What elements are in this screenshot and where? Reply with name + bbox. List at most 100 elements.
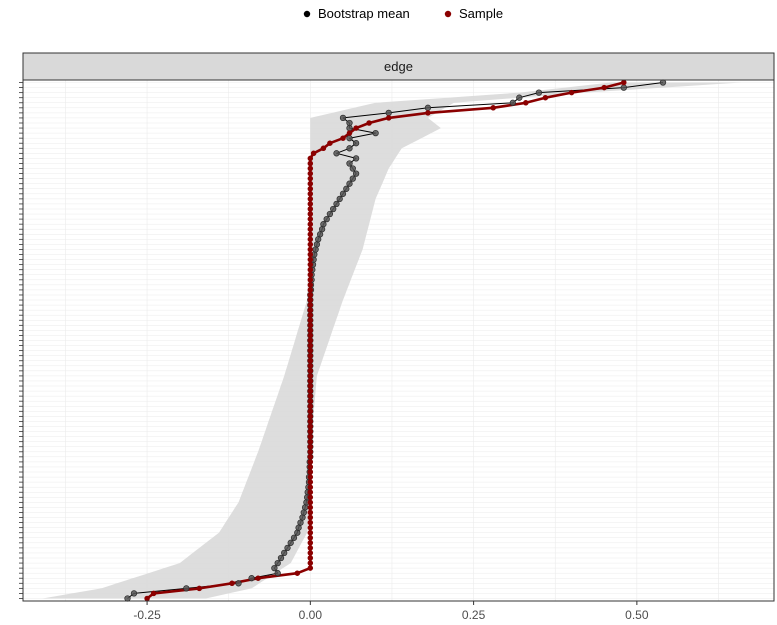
point-sample [307, 550, 314, 556]
point-sample [229, 580, 235, 587]
point-sample [568, 89, 575, 96]
point-sample [144, 595, 150, 602]
point-sample [327, 140, 333, 146]
point-bootstrap-mean [277, 554, 285, 562]
series-points [124, 79, 667, 602]
point-sample [307, 535, 314, 541]
point-sample [307, 170, 314, 177]
point-sample [307, 403, 314, 410]
point-sample [196, 585, 203, 592]
point-sample [307, 160, 314, 167]
point-sample [307, 459, 314, 465]
point-sample [307, 514, 314, 521]
point-sample [294, 570, 301, 576]
legend-label-sample: Sample [459, 6, 503, 21]
point-bootstrap-mean [312, 246, 319, 253]
point-sample [307, 221, 314, 227]
point-sample [307, 438, 314, 445]
point-bootstrap-mean [336, 195, 343, 203]
point-bootstrap-mean [130, 590, 138, 597]
point-sample [307, 246, 314, 253]
point-bootstrap-mean [235, 580, 242, 587]
point-sample [307, 484, 314, 490]
point-sample [307, 443, 314, 450]
point-bootstrap-mean [290, 534, 298, 541]
point-sample [307, 175, 314, 182]
point-sample [307, 454, 314, 460]
point-sample [307, 236, 314, 243]
point-sample [320, 145, 327, 152]
point-sample [307, 196, 314, 202]
point-sample [307, 504, 314, 511]
point-sample [307, 540, 314, 546]
point-sample [307, 560, 314, 566]
point-sample [307, 261, 314, 268]
point-bootstrap-mean [659, 79, 667, 86]
point-bootstrap-mean [424, 104, 432, 111]
point-sample [307, 509, 314, 516]
point-sample [307, 393, 314, 399]
point-bootstrap-mean [509, 99, 516, 106]
point-bootstrap-mean [248, 575, 255, 582]
point-sample [307, 211, 314, 217]
point-sample [307, 317, 314, 324]
point-bootstrap-mean [385, 109, 392, 117]
point-sample [366, 120, 372, 126]
point-bootstrap-mean [271, 564, 278, 572]
point-sample [307, 352, 314, 359]
point-bootstrap-mean [274, 559, 281, 567]
point-bootstrap-mean [620, 84, 627, 91]
point-sample [307, 418, 314, 425]
point-sample [621, 79, 627, 86]
point-sample [307, 332, 314, 339]
point-bootstrap-mean [516, 94, 523, 101]
point-sample [255, 575, 261, 581]
facet-strip: edge [22, 52, 775, 81]
point-sample [307, 342, 314, 349]
point-sample [307, 191, 314, 197]
point-sample [307, 479, 314, 485]
point-sample [307, 302, 314, 308]
point-sample [310, 150, 317, 157]
point-bootstrap-mean [300, 509, 307, 516]
point-sample [307, 408, 314, 415]
legend-key-bootstrap-mean [303, 10, 311, 18]
point-sample [307, 423, 314, 430]
point-bootstrap-mean [281, 549, 288, 557]
point-bootstrap-mean [320, 221, 327, 228]
point-sample [307, 277, 314, 283]
point-sample [307, 565, 314, 571]
point-sample [307, 363, 314, 369]
point-sample [307, 545, 314, 551]
point-bootstrap-mean [339, 114, 347, 122]
point-sample [307, 368, 314, 374]
point-sample [307, 216, 314, 222]
point-bootstrap-mean [284, 544, 291, 552]
point-bootstrap-mean [349, 175, 356, 182]
x-tick-label: 0.50 [625, 608, 649, 622]
point-sample [307, 413, 314, 420]
point-sample [307, 282, 314, 288]
point-bootstrap-mean [323, 215, 330, 223]
x-tick-label: 0.25 [462, 608, 486, 622]
point-sample [307, 383, 314, 389]
point-sample [307, 433, 314, 440]
point-sample [307, 357, 314, 364]
point-sample [542, 94, 549, 101]
point-bootstrap-mean [352, 170, 360, 177]
point-sample [307, 297, 314, 303]
point-sample [307, 180, 314, 187]
point-sample [307, 292, 314, 298]
point-sample [307, 322, 314, 329]
point-bootstrap-mean [346, 119, 353, 127]
point-bootstrap-mean [346, 180, 353, 187]
point-bootstrap-mean [274, 570, 281, 577]
point-sample [307, 251, 314, 258]
point-bootstrap-mean [330, 205, 337, 213]
point-sample [307, 165, 314, 172]
point-sample [307, 499, 314, 506]
legend-key-sample [444, 10, 452, 18]
point-sample [307, 287, 314, 293]
point-sample [307, 226, 314, 232]
